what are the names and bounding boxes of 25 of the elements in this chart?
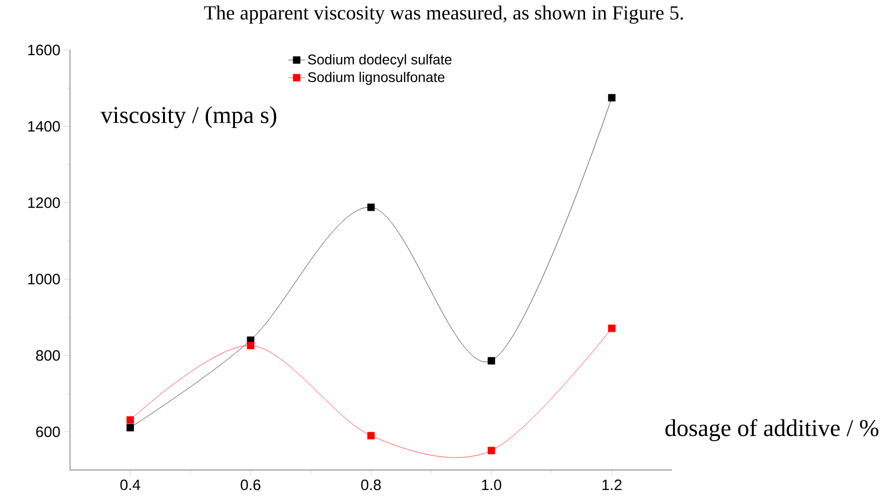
y-tick-label: 1400 — [28, 121, 60, 132]
x-tick-label: 0.8 — [361, 480, 381, 490]
x-tick-label: 0.6 — [240, 480, 260, 490]
y-axis-title: viscosity / (mpa s) — [100, 106, 276, 128]
y-tick-label: 600 — [36, 426, 60, 438]
y-tick-label: 1600 — [28, 44, 60, 56]
point — [488, 357, 496, 364]
text: The apparent viscosity was measured, as shown in Figure 5. — [204, 6, 683, 24]
point — [488, 446, 496, 454]
point — [367, 204, 375, 212]
legend-label: Sodium dodecyl sulfate — [308, 54, 452, 68]
point — [367, 432, 375, 440]
point — [608, 324, 616, 332]
x-tick-label: 1.0 — [482, 480, 502, 490]
legend-label: Sodium lignosulfonate — [308, 72, 444, 85]
point — [608, 94, 616, 102]
y-tick-label: 800 — [36, 350, 60, 361]
y-tick-label: 1000 — [28, 274, 60, 284]
x-tick-label: 0.4 — [120, 480, 140, 490]
point — [126, 424, 134, 432]
point — [246, 342, 254, 350]
y-tick-label: 1200 — [28, 197, 60, 208]
x-tick-label: 1.2 — [602, 480, 622, 490]
point — [126, 416, 134, 424]
x-axis-title: dosage of additive / % — [665, 419, 878, 442]
